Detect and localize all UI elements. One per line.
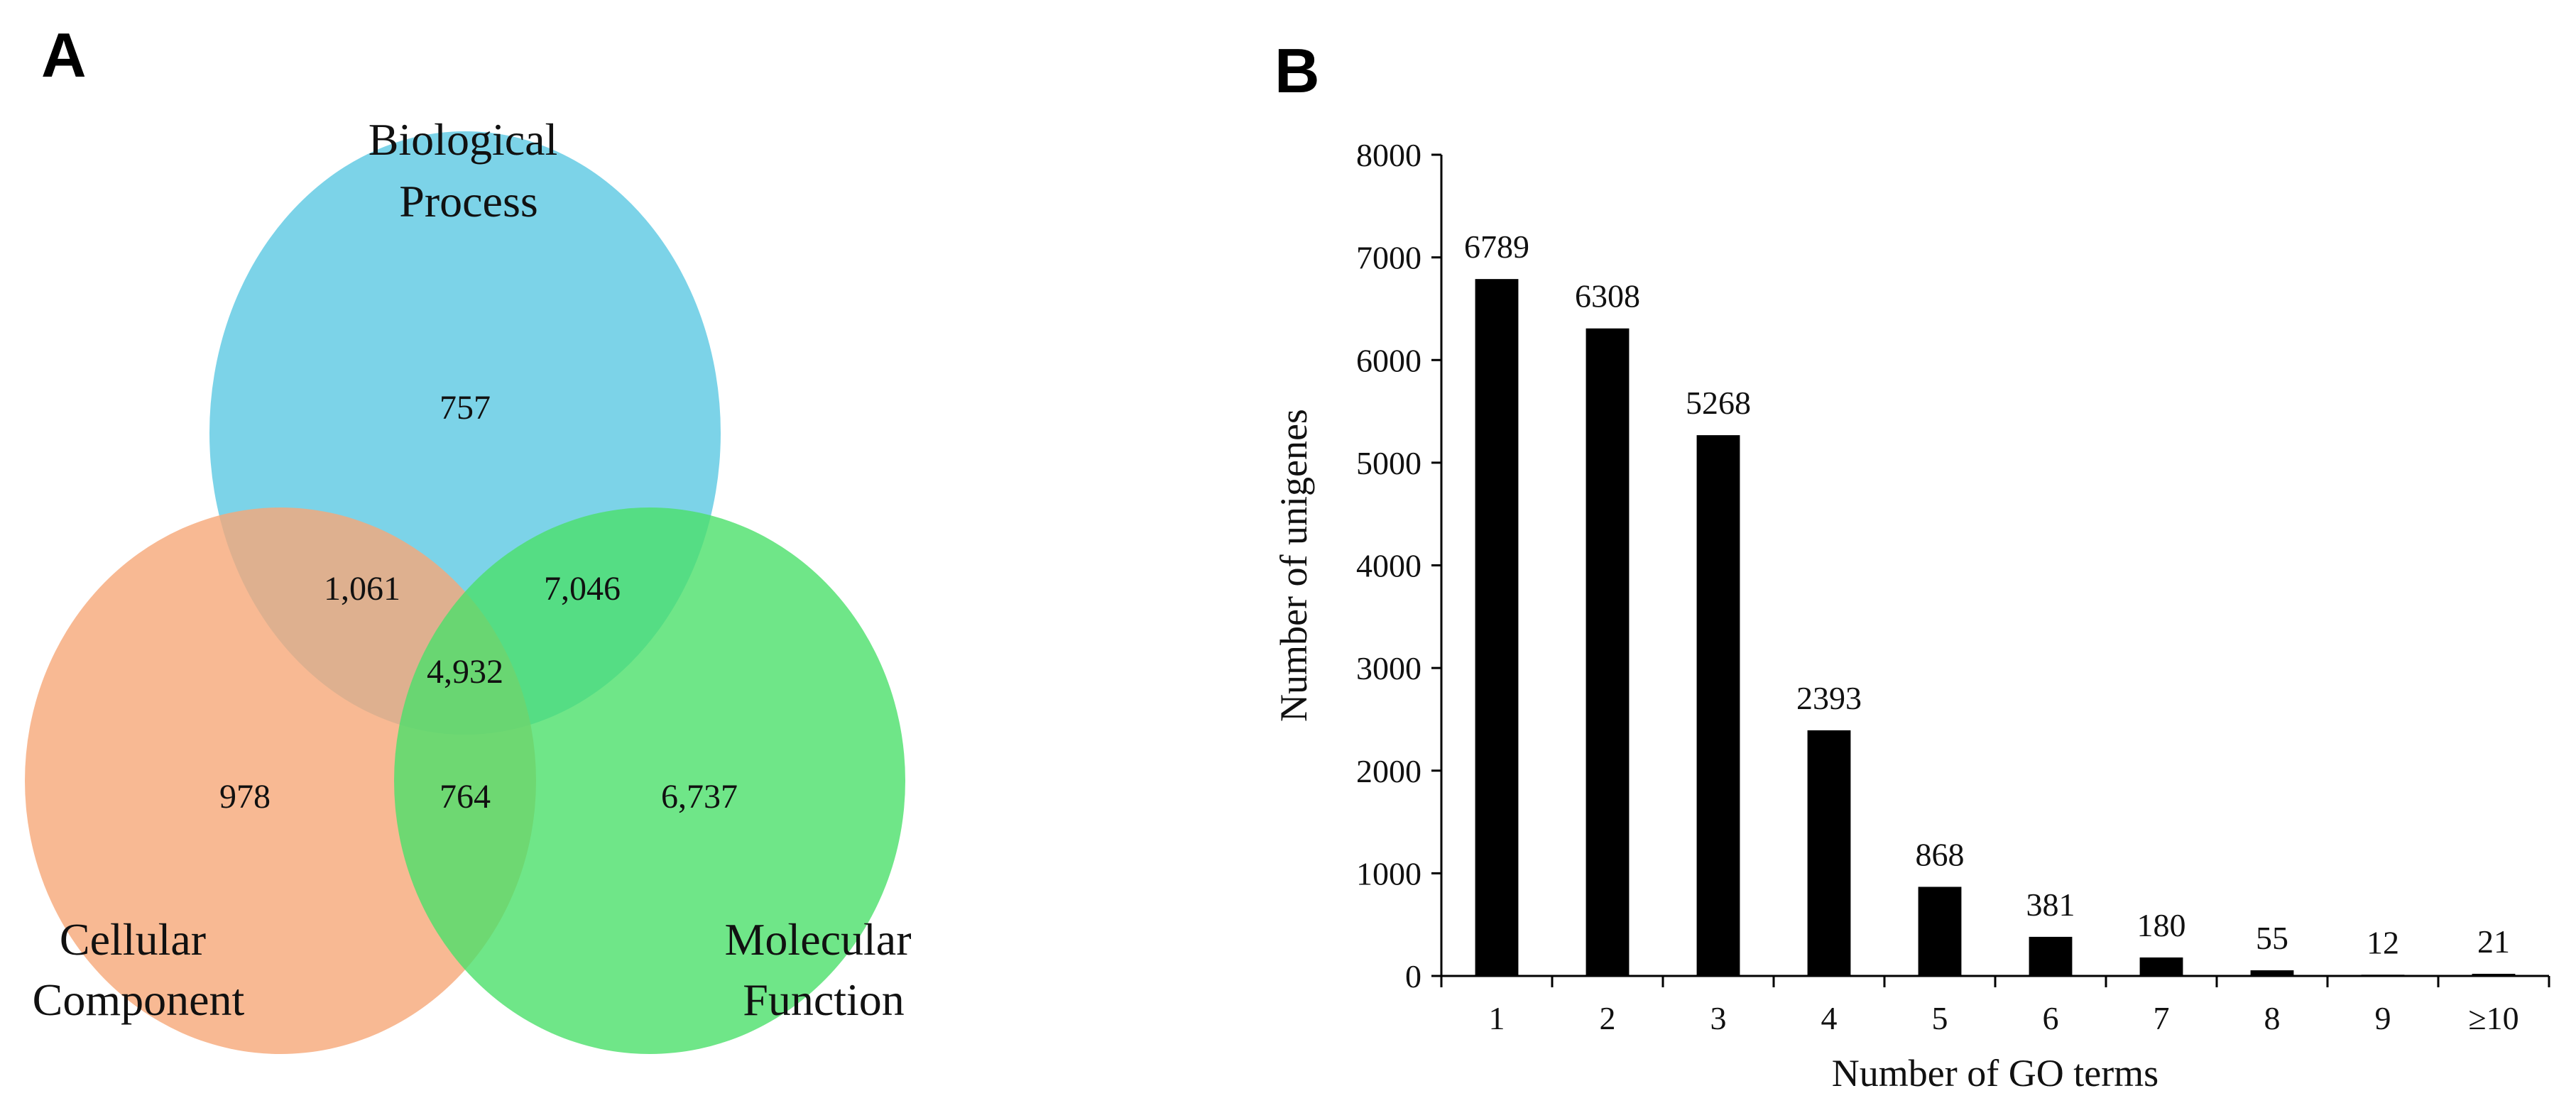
venn-label-molecular-function: Molecular Function (725, 914, 923, 1025)
x-tick-label: 1 (1489, 1000, 1505, 1036)
bar-data-labels: 6789 6308 5268 2393 868 381 180 55 12 21 (1464, 229, 2510, 960)
bar-data-label: 868 (1916, 836, 1965, 872)
bar-data-label: 6789 (1464, 229, 1529, 265)
bar-data-label: 21 (2477, 923, 2510, 960)
bar (1475, 279, 1519, 976)
x-tick-label: 3 (1710, 1000, 1727, 1036)
y-tick-label: 7000 (1356, 240, 1421, 276)
venn-count-cc-mf: 764 (440, 778, 491, 816)
panel-b-letter: B (1275, 35, 1320, 106)
x-tick-label: ≥10 (2468, 1000, 2518, 1036)
bars (1475, 279, 2516, 976)
bar-data-label: 55 (2256, 920, 2288, 956)
venn-count-cc-only: 978 (219, 778, 271, 816)
y-axis: 0 1000 2000 3000 4000 5000 6000 7000 8000 (1356, 137, 1443, 994)
x-axis: 1 2 3 4 5 6 7 8 9 ≥10 (1440, 975, 2550, 1036)
venn-label-biological-process: Biological Process (369, 114, 569, 226)
bar (1696, 435, 1740, 976)
bar (2029, 936, 2073, 976)
y-tick-label: 8000 (1356, 137, 1421, 173)
bar (1918, 887, 1962, 976)
x-tick-label: 6 (2043, 1000, 2059, 1036)
y-tick-label: 1000 (1356, 855, 1421, 891)
bar (2361, 975, 2405, 976)
x-tick-label: 4 (1821, 1000, 1838, 1036)
x-tick-label: 8 (2264, 1000, 2281, 1036)
bar-data-label: 381 (2026, 887, 2075, 923)
venn-circle-cellular-component (25, 507, 536, 1054)
y-tick-label: 3000 (1356, 650, 1421, 686)
venn-count-mf-only: 6,737 (661, 778, 738, 816)
bar (2250, 970, 2294, 976)
venn-count-bp-only: 757 (440, 389, 491, 427)
x-tick-label: 9 (2375, 1000, 2391, 1036)
y-tick-label: 4000 (1356, 548, 1421, 584)
bar-data-label: 2393 (1796, 680, 1862, 716)
bar-data-label: 12 (2367, 924, 2399, 960)
y-tick-label: 0 (1405, 958, 1421, 994)
venn-count-all: 4,932 (427, 653, 503, 691)
bar (2472, 973, 2516, 976)
bar-data-label: 180 (2137, 907, 2186, 943)
panel-a-letter: A (41, 20, 87, 90)
bar-data-label: 5268 (1686, 385, 1751, 421)
x-axis-title: Number of GO terms (1832, 1052, 2159, 1094)
x-tick-label: 5 (1932, 1000, 1948, 1036)
venn-panel: A Biological Process Cellular Component … (25, 20, 923, 1054)
bar (2139, 957, 2183, 976)
venn-circle-molecular-function (394, 507, 905, 1054)
y-axis-title: Number of unigenes (1272, 409, 1315, 722)
bar (1586, 328, 1630, 976)
venn-label-cellular-component: Cellular Component (33, 914, 245, 1025)
bar (1807, 730, 1851, 976)
y-tick-label: 5000 (1356, 445, 1421, 481)
x-tick-label: 7 (2154, 1000, 2170, 1036)
y-tick-label: 6000 (1356, 342, 1421, 378)
x-tick-label: 2 (1600, 1000, 1616, 1036)
bar-data-label: 6308 (1575, 278, 1640, 314)
venn-count-bp-mf: 7,046 (544, 570, 621, 608)
y-tick-label: 2000 (1356, 753, 1421, 789)
venn-count-bp-cc: 1,061 (324, 570, 400, 608)
